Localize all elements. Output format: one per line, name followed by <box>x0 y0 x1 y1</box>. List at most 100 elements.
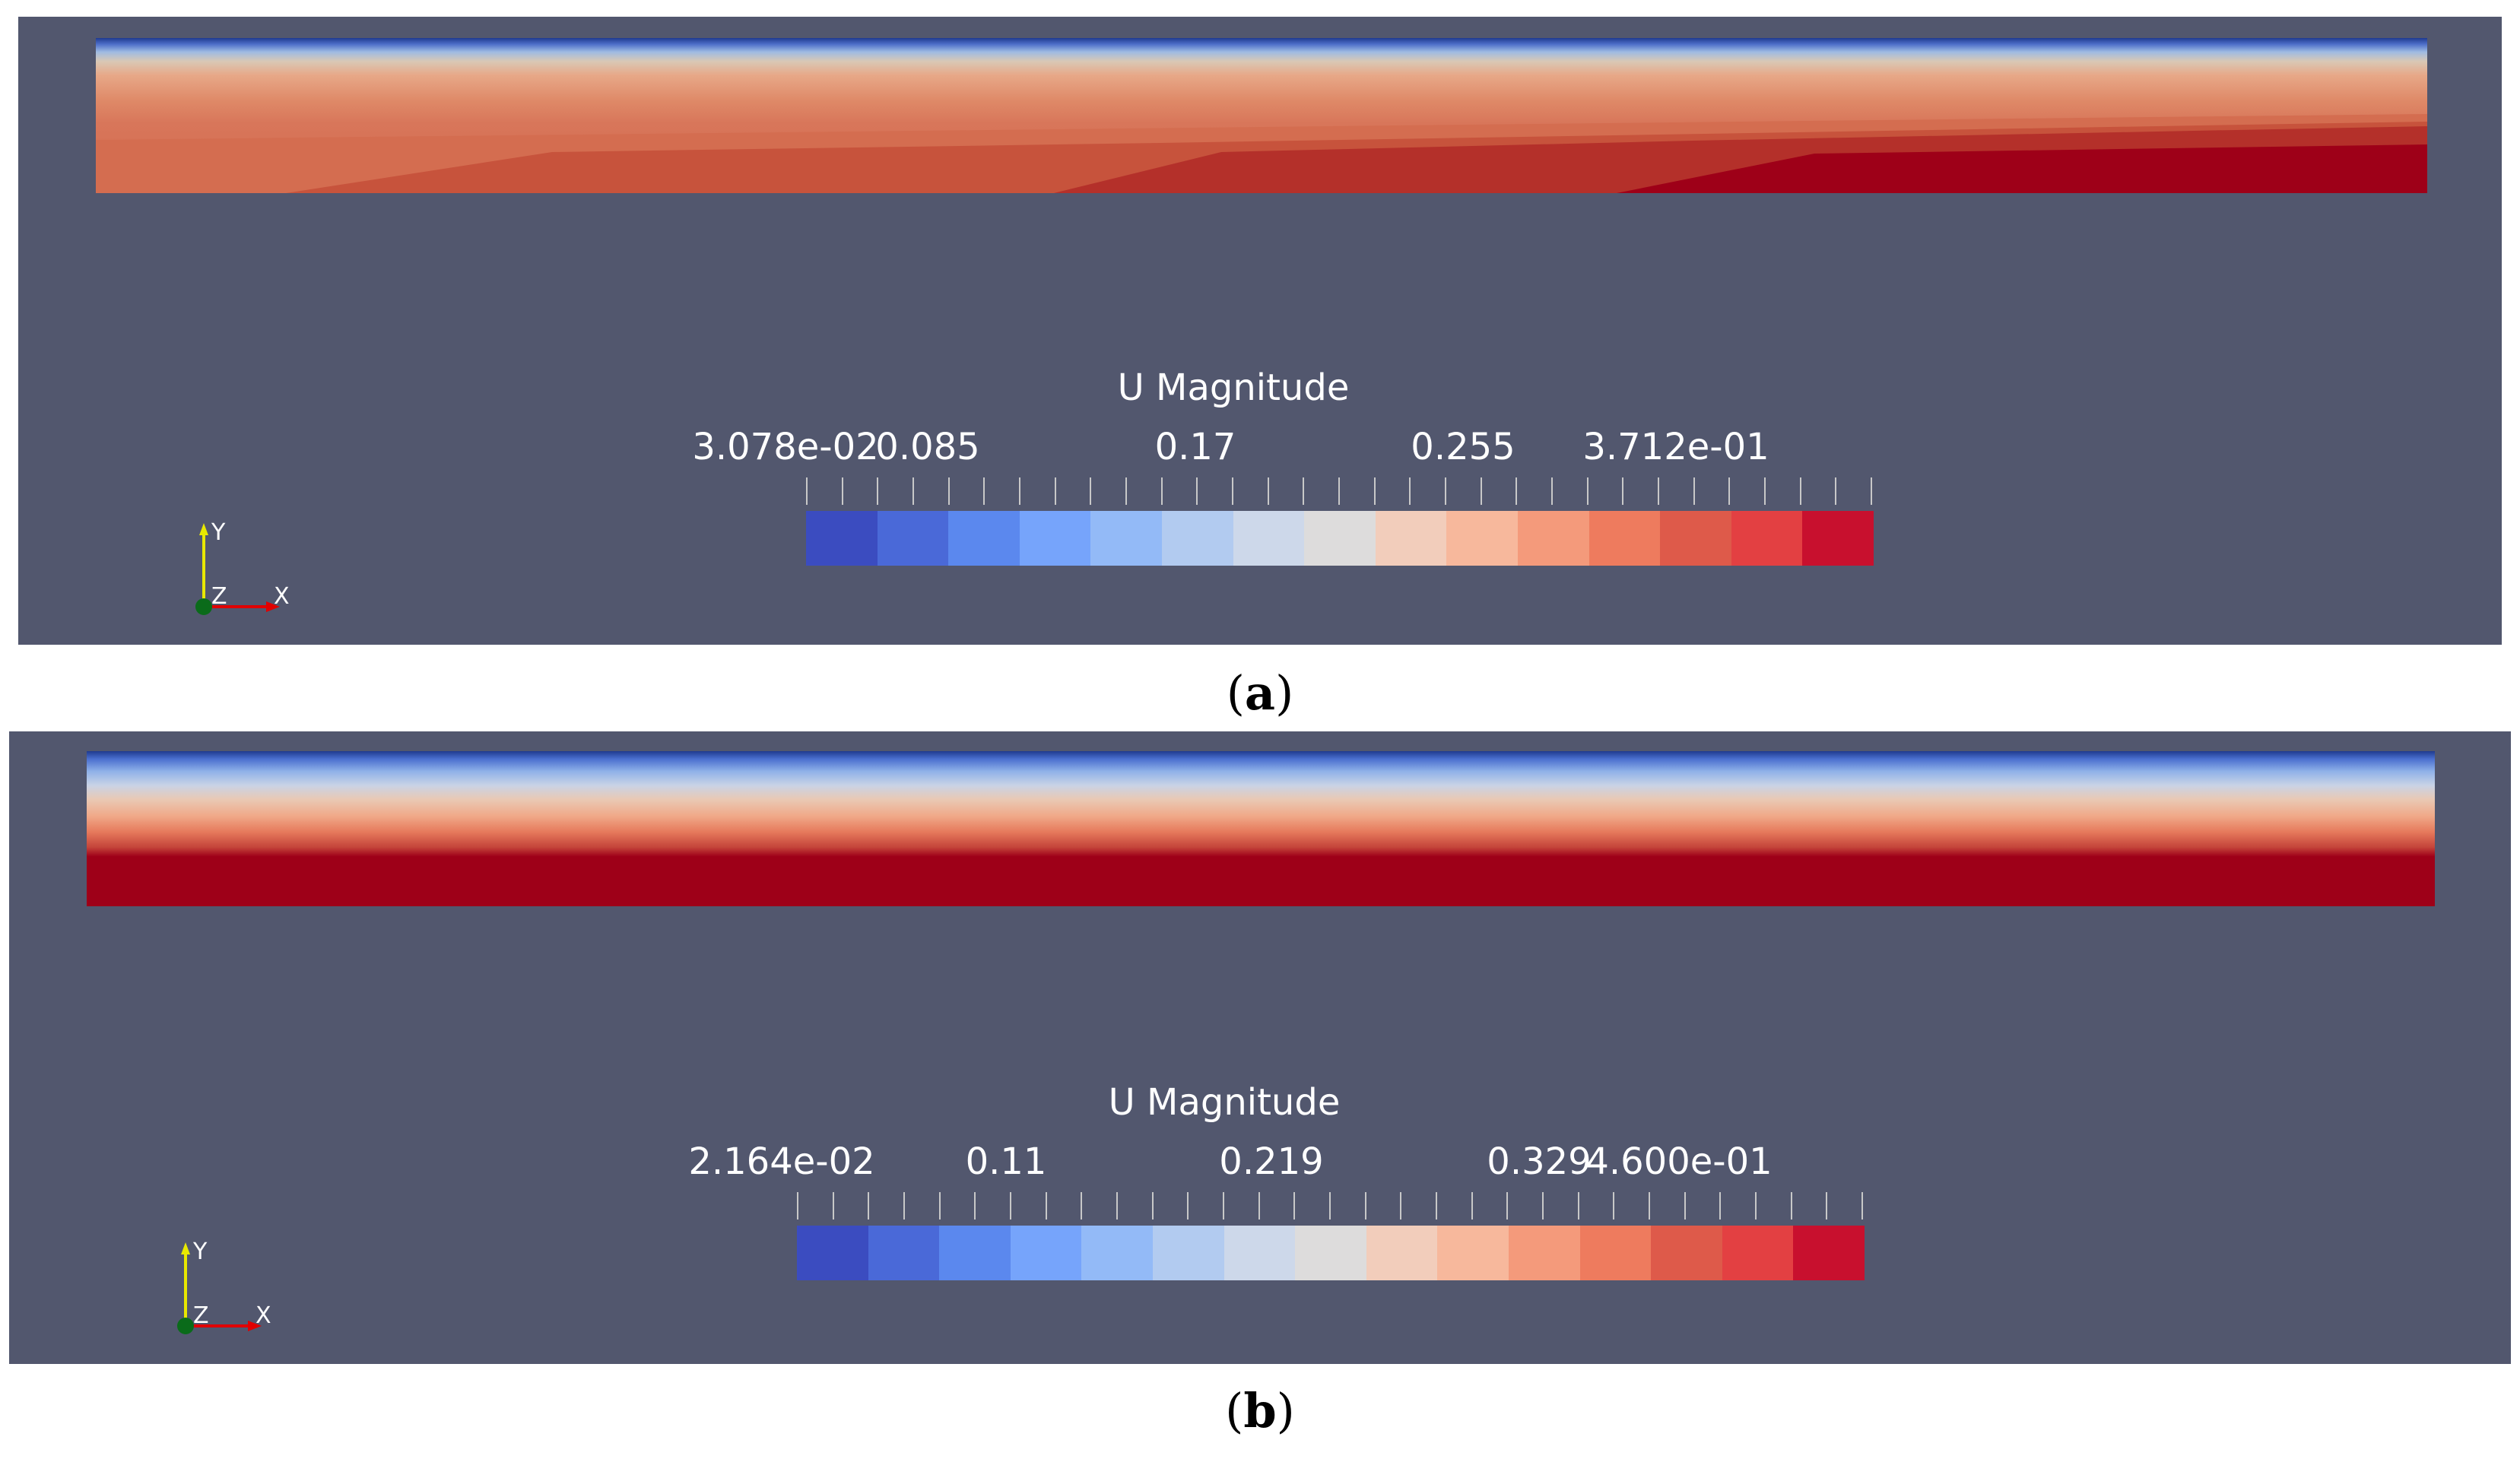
colorbar-tick <box>1258 1192 1260 1220</box>
colorbar-swatch <box>948 511 1020 566</box>
z-axis-dot <box>177 1318 194 1334</box>
colorbar-ticks <box>690 1192 1863 1223</box>
colorbar-swatch <box>797 1226 868 1280</box>
colorbar-tick <box>1480 477 1482 505</box>
render-view-a[interactable]: U Magnitude 3.078e-02 0.085 0.17 0.255 3… <box>18 17 2502 645</box>
colorbar-tick <box>797 1192 798 1220</box>
colorbar-label: 0.219 <box>1219 1140 1324 1183</box>
colorbar-tick <box>1223 1192 1224 1220</box>
colorbar-title: U Magnitude <box>1108 1081 1341 1124</box>
colorbar-swatch <box>1579 1226 1652 1280</box>
colorbar-swatch <box>1304 511 1376 566</box>
colorbar-tick <box>1622 477 1624 505</box>
colorbar-tick <box>1400 1192 1402 1220</box>
colorbar-swatch <box>1508 1226 1580 1280</box>
x-axis-label: X <box>255 1302 271 1329</box>
colorbar-tick <box>1081 1192 1083 1220</box>
colorbar-label: 0.085 <box>875 426 980 468</box>
colorbar-tick <box>903 1192 905 1220</box>
colorbar-tick <box>1409 477 1411 505</box>
colorbar-tick <box>1090 477 1092 505</box>
colorbar-tick <box>806 477 808 505</box>
colorbar-tick <box>1151 1192 1154 1220</box>
colorbar-swatch <box>877 511 949 566</box>
colorbar-tick <box>868 1192 870 1220</box>
colorbar-tick <box>1232 477 1233 505</box>
colorbar-tick <box>1649 1192 1650 1220</box>
colorbar-tick <box>1658 477 1659 505</box>
colorbar-swatch <box>1010 1226 1082 1280</box>
colorbar-swatch <box>1161 511 1233 566</box>
colorbar-tick <box>1196 477 1198 505</box>
colorbar-swatch <box>1233 511 1305 566</box>
colorbar-tick <box>1728 477 1731 505</box>
colorbar-swatch <box>1090 511 1162 566</box>
colorbar-tick <box>1019 477 1020 505</box>
colorbar-b: U Magnitude 2.164e-02 0.11 0.219 0.329 4… <box>688 1081 1865 1280</box>
render-view-b[interactable]: U Magnitude 2.164e-02 0.11 0.219 0.329 4… <box>9 731 2511 1364</box>
orientation-axes-b: Y Z X <box>158 1229 280 1343</box>
colorbar-tick <box>1329 1192 1331 1220</box>
colorbar-swatch <box>868 1226 940 1280</box>
colorbar-tick <box>1790 1192 1792 1220</box>
x-axis-arrow <box>248 1321 262 1331</box>
velocity-field-a <box>96 38 2427 193</box>
colorbar-swatch <box>1437 1226 1509 1280</box>
colorbar-title: U Magnitude <box>1117 366 1350 409</box>
colorbar-tick <box>1542 1192 1544 1220</box>
colorbar-swatch <box>939 1226 1011 1280</box>
colorbar-tick <box>1693 477 1695 505</box>
caption-b: (b) <box>1225 1383 1295 1438</box>
colorbar-tick <box>1826 1192 1828 1220</box>
colorbar-swatch <box>806 511 878 566</box>
colorbar-tick <box>1871 477 1872 505</box>
colorbar-label: 0.17 <box>1154 426 1236 468</box>
colorbar-tick <box>1799 477 1801 505</box>
colorbar-tick <box>1835 477 1837 505</box>
colorbar-tick <box>1436 1192 1437 1220</box>
colorbar-swatch <box>1446 511 1518 566</box>
colorbar-tick <box>832 1192 834 1220</box>
colorbar-swatch <box>1019 511 1091 566</box>
colorbar-tick <box>1471 1192 1473 1220</box>
colorbar-tick <box>1613 1192 1615 1220</box>
colorbar-tick <box>1364 1192 1366 1220</box>
colorbar-tick <box>1125 477 1127 505</box>
colorbar-swatch <box>1081 1226 1153 1280</box>
colorbar-ticks <box>700 477 1872 508</box>
colorbar-tick <box>1010 1192 1011 1220</box>
colorbar-swatch <box>1517 511 1589 566</box>
y-axis-label: Y <box>211 519 226 546</box>
velocity-field-b <box>87 751 2435 906</box>
colorbar-tick <box>1577 1192 1579 1220</box>
colorbar-tick <box>1160 477 1163 505</box>
colorbar-tick <box>1719 1192 1722 1220</box>
colorbar-tick <box>1684 1192 1686 1220</box>
colorbar-tick <box>1045 1192 1047 1220</box>
colorbar-tick <box>1506 1192 1509 1220</box>
colorbar-labels: 3.078e-02 0.085 0.17 0.255 3.712e-01 <box>692 426 1769 468</box>
colorbar-labels: 2.164e-02 0.11 0.219 0.329 4.600e-01 <box>688 1140 1772 1183</box>
colorbar-label-min: 2.164e-02 <box>688 1140 875 1183</box>
colorbar-label: 0.11 <box>965 1140 1047 1183</box>
z-axis-label: Z <box>211 583 227 610</box>
colorbar-tick <box>1861 1192 1863 1220</box>
colorbar-label: 0.329 <box>1487 1140 1592 1183</box>
colorbar-label: 0.255 <box>1411 426 1515 468</box>
y-axis-label: Y <box>192 1239 208 1265</box>
colorbar-tick <box>1764 477 1766 505</box>
colorbar-swatch <box>1660 511 1731 566</box>
colorbar-label-max: 4.600e-01 <box>1585 1140 1773 1183</box>
colorbar-tick <box>1338 477 1340 505</box>
colorbar-swatch <box>1295 1226 1366 1280</box>
colorbar-swatch <box>1152 1226 1224 1280</box>
colorbar-tick <box>912 477 914 505</box>
colorbar-label-min: 3.078e-02 <box>692 426 879 468</box>
colorbar-tick <box>1515 477 1518 505</box>
colorbar-tick <box>938 1192 941 1220</box>
colorbar-tick <box>1303 477 1305 505</box>
colorbar-swatch <box>1224 1226 1296 1280</box>
colorbar-swatch <box>1366 1226 1438 1280</box>
x-axis-label: X <box>274 583 289 610</box>
colorbar-tick <box>1373 477 1376 505</box>
